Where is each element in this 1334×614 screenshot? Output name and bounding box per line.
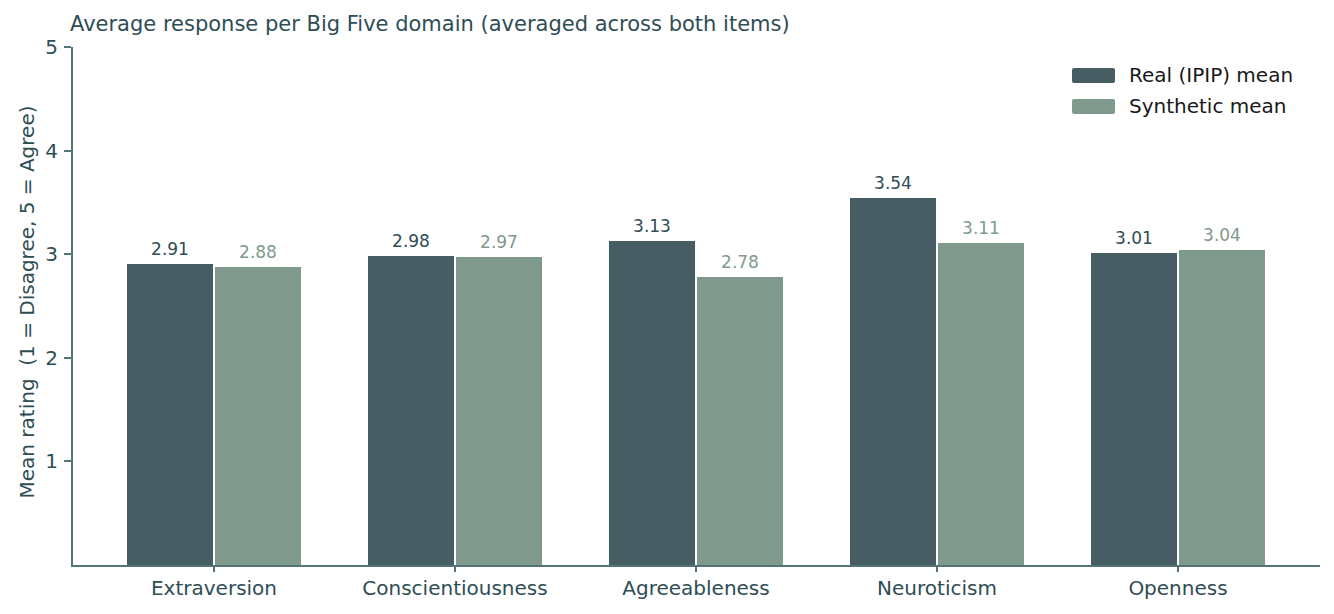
bar-real-ipip-mean-openness [1091, 253, 1177, 565]
figure: Average response per Big Five domain (av… [0, 0, 1334, 614]
legend-label-synthetic-mean: Synthetic mean [1129, 94, 1287, 118]
value-label-real-ipip-mean-extraversion: 2.91 [127, 241, 213, 258]
value-label-synthetic-mean-agreeableness: 2.78 [697, 254, 783, 271]
value-label-synthetic-mean-conscientiousness: 2.97 [456, 234, 542, 251]
y-axis-label: Mean rating (1 = Disagree, 5 = Agree) [15, 105, 39, 498]
bar-real-ipip-mean-extraversion [127, 264, 213, 565]
y-tick-mark-2 [64, 357, 71, 359]
y-tick-label-3: 3 [0, 244, 58, 264]
x-tick-mark-conscientiousness [454, 565, 456, 572]
y-tick-label-4: 4 [0, 141, 58, 161]
bar-real-ipip-mean-agreeableness [609, 241, 695, 565]
y-axis-line [71, 47, 73, 567]
x-tick-label-extraversion: Extraversion [84, 576, 344, 600]
y-tick-label-2: 2 [0, 348, 58, 368]
value-label-real-ipip-mean-conscientiousness: 2.98 [368, 233, 454, 250]
y-tick-label-1: 1 [0, 451, 58, 471]
legend-item-synthetic-mean: Synthetic mean [1072, 95, 1293, 117]
plot-area: 12345 2.912.882.982.973.132.783.543.113.… [73, 47, 1320, 565]
y-tick-mark-4 [64, 150, 71, 152]
y-tick-mark-1 [64, 460, 71, 462]
x-tick-label-agreeableness: Agreeableness [566, 576, 826, 600]
chart-title: Average response per Big Five domain (av… [70, 12, 790, 36]
value-label-synthetic-mean-extraversion: 2.88 [215, 244, 301, 261]
bar-synthetic-mean-conscientiousness [456, 257, 542, 565]
y-tick-label-5: 5 [0, 37, 58, 57]
bar-real-ipip-mean-conscientiousness [368, 256, 454, 565]
x-tick-label-neuroticism: Neuroticism [807, 576, 1067, 600]
legend-label-real-ipip-mean: Real (IPIP) mean [1129, 63, 1293, 87]
x-tick-label-conscientiousness: Conscientiousness [325, 576, 585, 600]
y-tick-mark-3 [64, 253, 71, 255]
x-tick-mark-neuroticism [936, 565, 938, 572]
bar-synthetic-mean-openness [1179, 250, 1265, 565]
value-label-synthetic-mean-openness: 3.04 [1179, 227, 1265, 244]
value-label-real-ipip-mean-openness: 3.01 [1091, 230, 1177, 247]
bar-synthetic-mean-extraversion [215, 267, 301, 565]
legend-swatch-synthetic-mean [1072, 99, 1115, 114]
x-tick-label-openness: Openness [1048, 576, 1308, 600]
x-tick-mark-extraversion [213, 565, 215, 572]
legend-item-real-ipip-mean: Real (IPIP) mean [1072, 64, 1293, 86]
x-tick-mark-agreeableness [695, 565, 697, 572]
value-label-real-ipip-mean-neuroticism: 3.54 [850, 175, 936, 192]
value-label-real-ipip-mean-agreeableness: 3.13 [609, 218, 695, 235]
bar-real-ipip-mean-neuroticism [850, 198, 936, 565]
bar-synthetic-mean-neuroticism [938, 243, 1024, 565]
value-label-synthetic-mean-neuroticism: 3.11 [938, 220, 1024, 237]
legend: Real (IPIP) mean Synthetic mean [1072, 64, 1293, 117]
y-tick-mark-5 [64, 46, 71, 48]
legend-swatch-real-ipip-mean [1072, 68, 1115, 83]
x-tick-mark-openness [1177, 565, 1179, 572]
bar-synthetic-mean-agreeableness [697, 277, 783, 565]
